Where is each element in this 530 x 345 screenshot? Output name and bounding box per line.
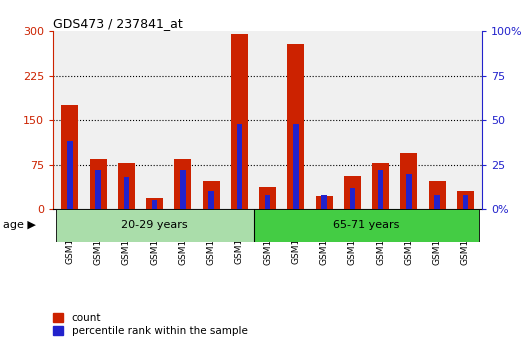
- Bar: [118, 163, 135, 209]
- Bar: [237, 124, 242, 209]
- Bar: [463, 195, 468, 209]
- Bar: [56, 209, 253, 242]
- Text: GDS473 / 237841_at: GDS473 / 237841_at: [53, 17, 183, 30]
- Text: age ▶: age ▶: [3, 220, 36, 230]
- Bar: [202, 181, 219, 209]
- Bar: [152, 200, 157, 209]
- Text: 65-71 years: 65-71 years: [333, 220, 400, 230]
- Bar: [378, 170, 383, 209]
- Bar: [61, 105, 78, 209]
- Bar: [372, 163, 389, 209]
- Bar: [400, 153, 417, 209]
- Bar: [457, 191, 474, 209]
- Bar: [67, 141, 73, 209]
- Bar: [180, 170, 186, 209]
- Bar: [265, 195, 270, 209]
- Text: 20-29 years: 20-29 years: [121, 220, 188, 230]
- Bar: [435, 195, 440, 209]
- Bar: [259, 187, 276, 209]
- Bar: [344, 177, 361, 209]
- Bar: [146, 198, 163, 209]
- Bar: [231, 34, 248, 209]
- Bar: [429, 181, 446, 209]
- Bar: [253, 209, 480, 242]
- Bar: [321, 195, 327, 209]
- Legend: count, percentile rank within the sample: count, percentile rank within the sample: [53, 313, 248, 336]
- Bar: [406, 174, 412, 209]
- Bar: [293, 124, 298, 209]
- Bar: [287, 44, 304, 209]
- Bar: [90, 159, 107, 209]
- Bar: [208, 191, 214, 209]
- Bar: [350, 188, 355, 209]
- Bar: [123, 177, 129, 209]
- Bar: [95, 170, 101, 209]
- Bar: [316, 196, 333, 209]
- Bar: [174, 159, 191, 209]
